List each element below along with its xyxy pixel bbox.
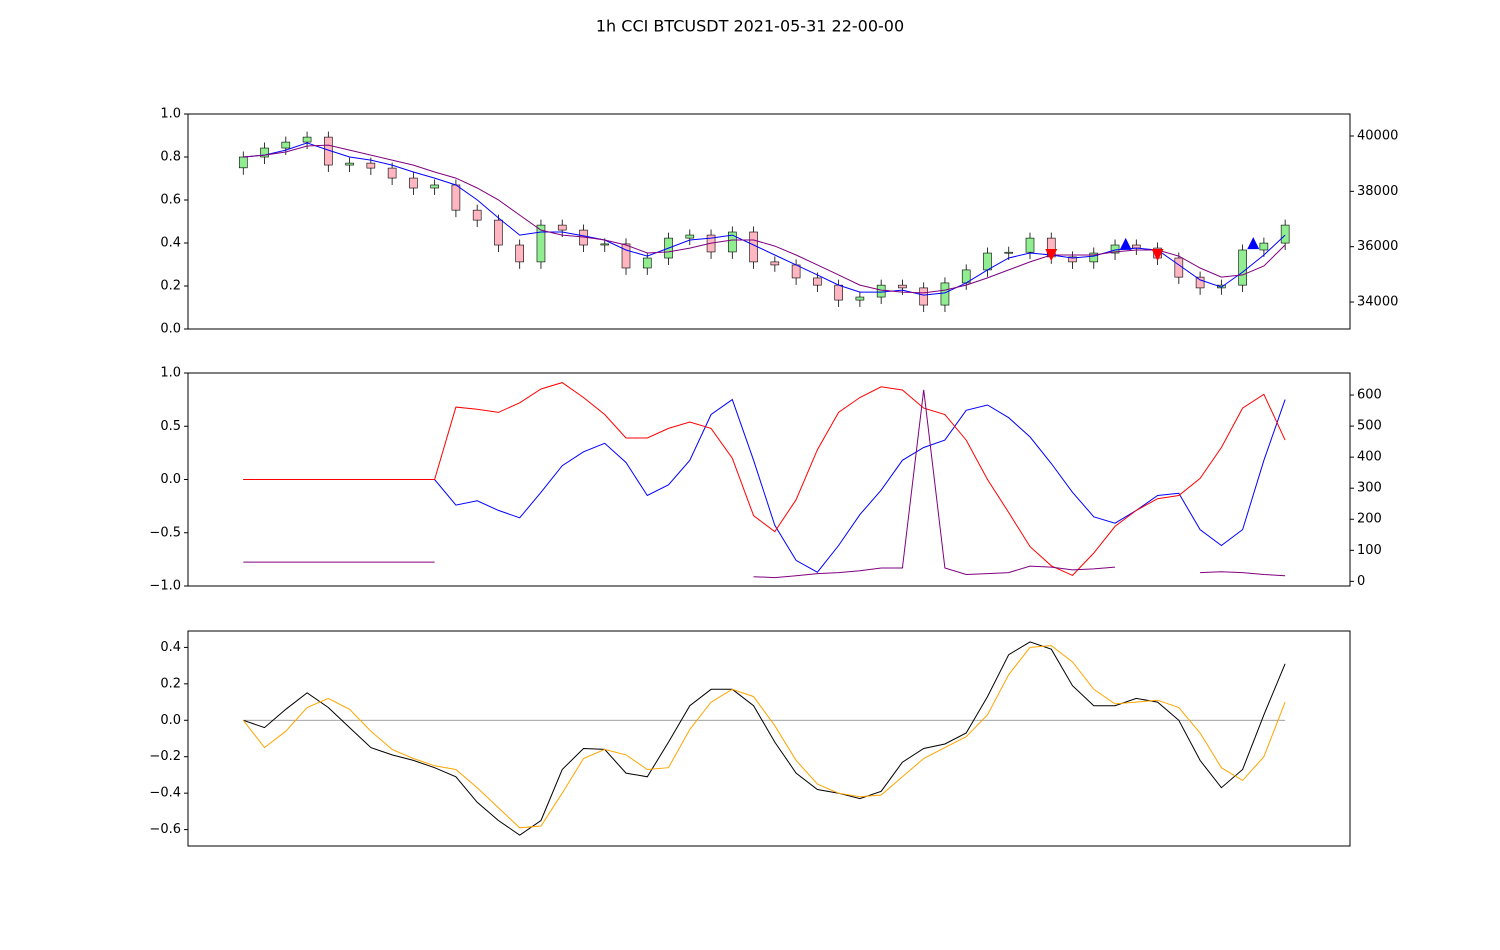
candle-body bbox=[940, 282, 950, 306]
candle-body bbox=[302, 136, 312, 143]
candle-body bbox=[919, 287, 928, 306]
y-tick-label: −0.5 bbox=[149, 525, 181, 540]
y2-tick-label: 36000 bbox=[1357, 239, 1398, 254]
y-tick-label: 0.6 bbox=[160, 193, 181, 208]
candle-body bbox=[1174, 257, 1184, 278]
candle-body bbox=[600, 243, 610, 246]
candle-body bbox=[260, 147, 269, 158]
candle-body bbox=[983, 252, 992, 271]
y-tick-label: 1.0 bbox=[160, 366, 181, 381]
axes-frame bbox=[187, 372, 1351, 587]
y2-tick-label: 0 bbox=[1357, 574, 1365, 589]
candle-body bbox=[557, 224, 567, 231]
candle-body bbox=[834, 284, 843, 301]
candle-body bbox=[621, 243, 631, 269]
candle-body bbox=[515, 244, 524, 263]
signal-marker bbox=[1119, 237, 1132, 250]
candle-body bbox=[1195, 276, 1205, 289]
candle-body bbox=[749, 231, 758, 263]
candle-body bbox=[345, 162, 354, 166]
y-tick-label: 0.5 bbox=[160, 419, 181, 434]
candle-body bbox=[1025, 237, 1035, 253]
y2-tick-label: 300 bbox=[1357, 481, 1382, 496]
candle-body bbox=[642, 257, 652, 269]
candle-body bbox=[770, 261, 780, 266]
candle-body bbox=[685, 234, 695, 239]
candle-body bbox=[494, 219, 503, 246]
candle-body bbox=[430, 184, 439, 189]
candle-body bbox=[791, 264, 801, 279]
candle-body bbox=[238, 156, 248, 169]
signal-marker bbox=[1151, 248, 1164, 261]
y2-tick-label: 100 bbox=[1357, 543, 1382, 558]
y-tick-label: 0.0 bbox=[160, 322, 181, 337]
y-tick-label: 0.8 bbox=[160, 150, 181, 165]
signal-marker bbox=[1045, 248, 1058, 261]
y-tick-label: 0.2 bbox=[160, 676, 181, 691]
candle-body bbox=[366, 162, 376, 169]
y-tick-label: 0.4 bbox=[160, 640, 181, 655]
y-tick-label: −0.4 bbox=[149, 786, 181, 801]
candle-body bbox=[451, 184, 461, 211]
candle-body bbox=[536, 224, 546, 263]
series-line bbox=[243, 144, 1286, 294]
candle-body bbox=[1259, 242, 1269, 251]
candle-body bbox=[1110, 244, 1120, 254]
candle-body bbox=[472, 209, 482, 221]
candle-body bbox=[813, 277, 822, 286]
axes-frame bbox=[187, 630, 1351, 847]
axes-frame bbox=[187, 113, 1351, 330]
y2-tick-label: 600 bbox=[1357, 388, 1382, 403]
candle-body bbox=[1280, 224, 1290, 244]
y-tick-label: 0.2 bbox=[160, 279, 181, 294]
y-tick-label: 0.0 bbox=[160, 472, 181, 487]
candle-body bbox=[1238, 249, 1247, 286]
series-line bbox=[243, 142, 1286, 296]
candle-body bbox=[876, 284, 886, 298]
y2-tick-label: 40000 bbox=[1357, 128, 1398, 143]
y-tick-label: 0.0 bbox=[160, 713, 181, 728]
series-line bbox=[243, 382, 1286, 577]
y-tick-label: −0.6 bbox=[149, 822, 181, 837]
candle-body bbox=[387, 167, 397, 179]
y2-tick-label: 500 bbox=[1357, 419, 1382, 434]
y2-tick-label: 400 bbox=[1357, 450, 1382, 465]
candle-body bbox=[1089, 252, 1099, 263]
y-tick-label: −1.0 bbox=[149, 579, 181, 594]
candle-body bbox=[409, 177, 418, 189]
y-tick-label: 1.0 bbox=[160, 107, 181, 122]
series-line bbox=[243, 641, 1286, 836]
candle-body bbox=[728, 231, 737, 253]
y-tick-label: 0.4 bbox=[160, 236, 181, 251]
chart-title: 1h CCI BTCUSDT 2021-05-31 22-00-00 bbox=[596, 17, 904, 36]
y2-tick-label: 34000 bbox=[1357, 295, 1398, 310]
series-line bbox=[243, 389, 1286, 579]
series-line bbox=[242, 645, 1286, 829]
candle-body bbox=[1068, 256, 1077, 263]
candle-body bbox=[281, 141, 291, 149]
candle-body bbox=[1004, 251, 1014, 254]
y2-tick-label: 200 bbox=[1357, 512, 1382, 527]
y-tick-label: −0.2 bbox=[149, 749, 181, 764]
candle-body bbox=[855, 296, 865, 301]
candle-body bbox=[898, 284, 907, 289]
signal-marker bbox=[1247, 237, 1260, 250]
y2-tick-label: 38000 bbox=[1357, 184, 1398, 199]
